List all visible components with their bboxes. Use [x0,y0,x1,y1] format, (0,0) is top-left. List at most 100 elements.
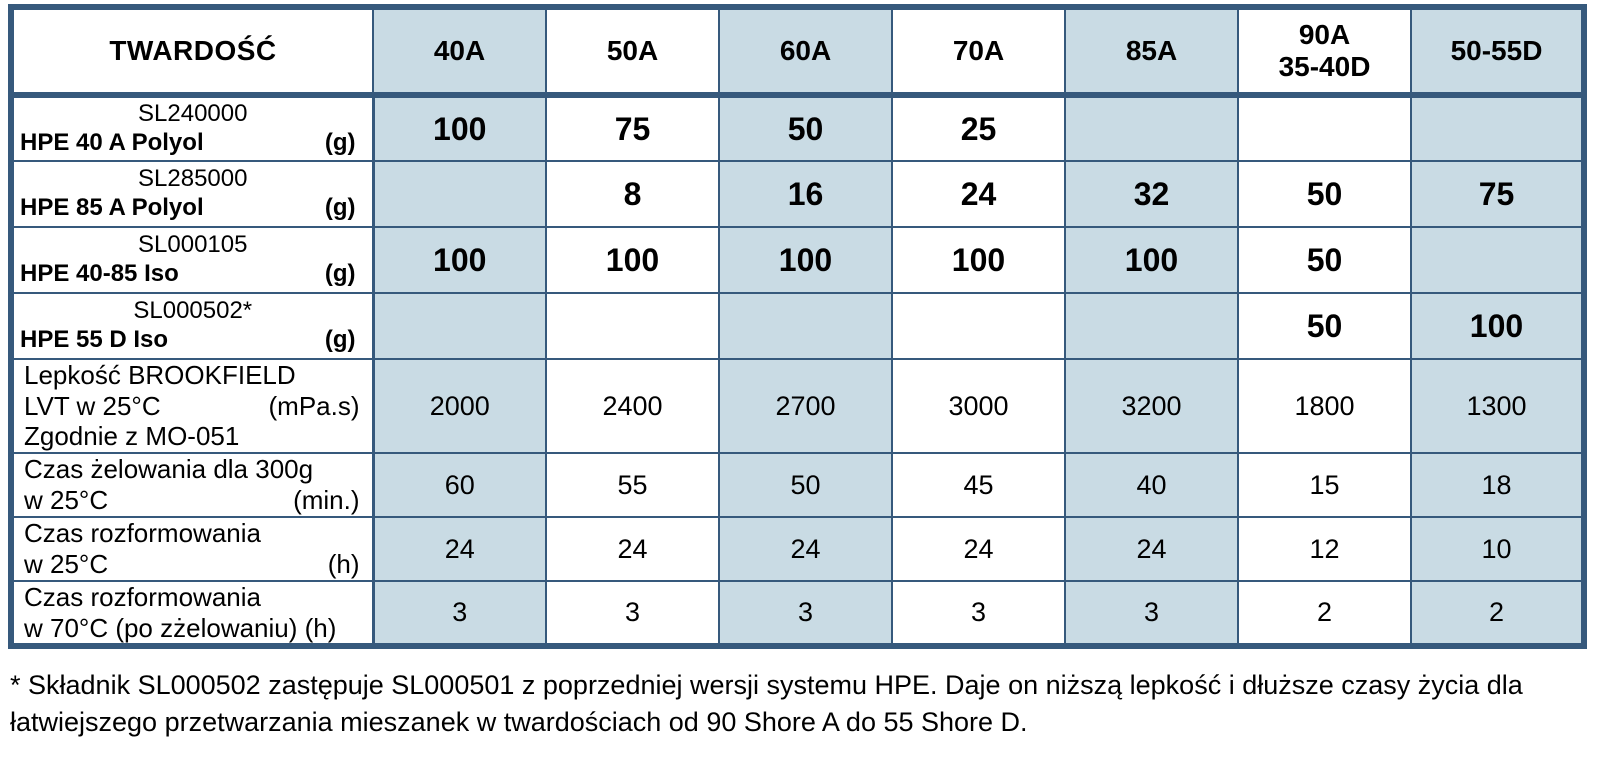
row-label-text: Czas rozformowania [24,582,261,613]
value-cell: 75 [1410,160,1585,228]
value-cell: 60 [372,452,547,519]
row-label: Czas rozformowania w 25°C (h) [10,516,375,583]
hardness-table: TWARDOŚĆ 40A 50A 60A 70A 85A 90A 35-40D 50-55D… [8,4,1587,650]
value-cell: 15 [1237,452,1412,519]
row-label: SL000502* HPE 55 D Iso (g) [10,292,375,360]
value-cell: 2000 [372,357,547,455]
value-cell: 3000 [891,357,1066,455]
value-cell: 24 [718,516,893,583]
value-cell: 1800 [1237,357,1412,455]
row-label-text: HPE 55 D Iso [20,326,169,353]
value-cell: 100 [372,94,547,162]
row-label-text: Lepkość BROOKFIELD [24,360,296,390]
value-cell: 24 [891,160,1066,228]
value-cell: 1300 [1410,357,1585,455]
value-cell: 40 [1064,452,1239,519]
value-cell: 55 [545,452,720,519]
value-cell: 100 [891,226,1066,294]
table-row: SL240000 HPE 40 A Polyol (g) 100 75 50 25 [10,94,1585,162]
row-label-unit: (g) [324,194,356,221]
value-cell: 45 [891,452,1066,519]
value-cell: 2 [1410,580,1585,648]
row-label-unit: (mPa.s) [268,390,360,421]
value-cell: 3 [545,580,720,648]
value-cell [891,292,1066,360]
row-label-text: Czas żelowania dla 300g [24,454,314,485]
value-cell: 24 [1064,516,1239,583]
column-header-60a: 60A [718,6,893,98]
column-header-90a: 90A 35-40D [1237,6,1412,98]
value-cell: 2 [1237,580,1412,648]
value-cell: 50 [1237,226,1412,294]
value-cell [718,292,893,360]
row-label-unit: (g) [324,260,356,287]
value-cell [1064,94,1239,162]
value-cell [1410,226,1585,294]
value-cell: 32 [1064,160,1239,228]
value-cell: 50 [718,94,893,162]
row-label-unit: (min.) [293,485,360,516]
value-cell: 16 [718,160,893,228]
value-cell: 100 [545,226,720,294]
value-cell [372,292,547,360]
row-label: Czas rozformowania w 70°C (po zżelowaniu)… [10,580,375,648]
value-cell: 3200 [1064,357,1239,455]
value-cell: 50 [1237,160,1412,228]
column-header-40a: 40A [372,6,547,98]
value-cell [372,160,547,228]
value-cell: 3 [718,580,893,648]
value-cell: 10 [1410,516,1585,583]
value-cell: 24 [545,516,720,583]
row-label-unit: (g) [324,129,356,156]
value-cell: 50 [1237,292,1412,360]
column-header-70a: 70A [891,6,1066,98]
value-cell: 3 [372,580,547,648]
column-header-50a: 50A [545,6,720,98]
table-row: Czas rozformowania w 70°C (po zżelowaniu)… [10,580,1585,648]
hardness-corner-header: TWARDOŚĆ [10,6,374,98]
row-label: SL285000 HPE 85 A Polyol (g) [10,160,375,228]
row-label-text: HPE 40-85 Iso [20,260,179,287]
header-row: TWARDOŚĆ 40A 50A 60A 70A 85A 90A 35-40D 50-55D [10,6,1585,98]
column-header-85a: 85A [1064,6,1239,98]
row-label-unit: (g) [324,326,356,353]
table-row: Lepkość BROOKFIELD LVT w 25°C (mPa.s) Zgodn… [10,357,1585,455]
row-label-text: LVT w 25°C [24,390,161,421]
column-header-50-55d: 50-55D [1410,6,1585,98]
value-cell: 100 [372,226,547,294]
row-label: Lepkość BROOKFIELD LVT w 25°C (mPa.s) Zgodn… [10,357,375,455]
row-label-text: w 70°C (po zżelowaniu) (h) [24,612,337,643]
value-cell: 100 [1064,226,1239,294]
row-label-text: HPE 85 A Polyol [20,194,204,221]
row-label-text: Czas rozformowania [24,518,261,549]
table-row: Czas rozformowania w 25°C (h) 24 24 24 24 24 12 1… [10,516,1585,583]
value-cell: 100 [718,226,893,294]
value-cell: 3 [891,580,1066,648]
value-cell: 12 [1237,516,1412,583]
value-cell: 2700 [718,357,893,455]
row-label-text: w 25°C [24,485,109,516]
value-cell: 100 [1410,292,1585,360]
value-cell: 50 [718,452,893,519]
table-row: Czas żelowania dla 300g w 25°C (min.) 60 55 5… [10,452,1585,519]
value-cell: 25 [891,94,1066,162]
value-cell [545,292,720,360]
row-label-text: Zgodnie z MO-051 [24,421,240,452]
value-cell: 2400 [545,357,720,455]
row-label: SL000105 HPE 40-85 Iso (g) [10,226,375,294]
table-row: SL285000 HPE 85 A Polyol (g) 8 16 24 32 50 75 [10,160,1585,228]
value-cell: 75 [545,94,720,162]
value-cell: 8 [545,160,720,228]
value-cell [1410,94,1585,162]
value-cell: 24 [891,516,1066,583]
table-row: SL000105 HPE 40-85 Iso (g) 100 100 100 100 100 5… [10,226,1585,294]
footnote: * Składnik SL000502 zastępuje SL000501 z… [10,670,1523,737]
row-label: SL240000 HPE 40 A Polyol (g) [10,94,375,162]
row-label-text: w 25°C [24,549,109,580]
table-row: SL000502* HPE 55 D Iso (g) 50 100 [10,292,1585,360]
row-label-text: HPE 40 A Polyol [20,129,204,156]
row-label: Czas żelowania dla 300g w 25°C (min.) [10,452,375,519]
value-cell: 24 [372,516,547,583]
value-cell [1237,94,1412,162]
